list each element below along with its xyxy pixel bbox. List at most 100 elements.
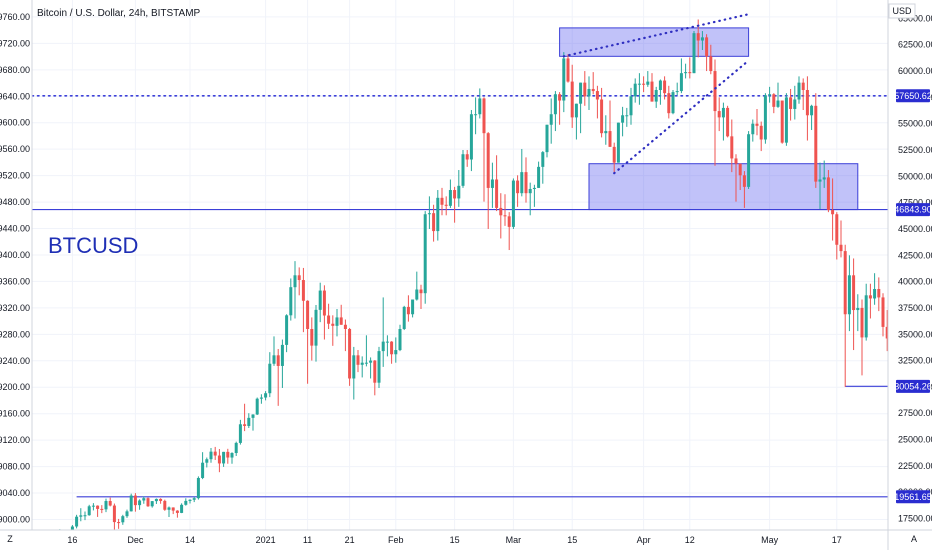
candle (112, 503, 116, 530)
candle (238, 419, 242, 445)
candle-body (364, 362, 368, 364)
candle (385, 335, 389, 357)
candle-body (847, 275, 851, 315)
candle-body (545, 124, 549, 153)
dotted-trendline[interactable] (613, 59, 750, 175)
candle (747, 131, 751, 189)
candle-body (297, 275, 301, 281)
candle (528, 182, 532, 216)
candle-body (734, 158, 738, 164)
right-axis-tick-label: 27500.00 (898, 408, 932, 418)
candle (843, 244, 847, 387)
candle-body (398, 328, 402, 351)
candle (705, 34, 709, 72)
candle-body (835, 214, 839, 245)
candle (650, 73, 654, 102)
candle (759, 121, 763, 152)
candle-body (789, 97, 793, 109)
candle (209, 447, 213, 463)
candle (797, 76, 801, 104)
candle (83, 511, 87, 521)
candle (293, 261, 297, 319)
candle-body (713, 71, 717, 112)
right-axis-tick-label: 62500.00 (898, 40, 932, 50)
candle-body (574, 103, 578, 118)
right-axis-tick-label: 50000.00 (898, 171, 932, 181)
candle (852, 258, 856, 351)
candle-body (348, 328, 352, 379)
candle (75, 514, 79, 529)
left-price-axis[interactable]: 9000.00 9040.00 9080.00 9120.00 9160.00 9200.… (0, 12, 30, 525)
candle (150, 501, 154, 508)
candle (856, 294, 860, 332)
candle-body (138, 500, 142, 506)
candle (700, 31, 704, 51)
left-axis-tick-label: 9080.00 (0, 462, 30, 472)
candle (377, 346, 381, 388)
candle (600, 87, 604, 138)
left-axis-tick-label: 9560.00 (0, 144, 30, 154)
candle (243, 403, 247, 432)
plot-area[interactable] (32, 13, 932, 546)
candle-body (616, 122, 620, 163)
candle (642, 76, 646, 93)
candle-body (146, 498, 150, 507)
dotted-trendline[interactable] (562, 13, 750, 58)
candle-body (763, 95, 767, 140)
left-axis-tick-label: 9680.00 (0, 65, 30, 75)
candle-body (406, 306, 410, 315)
candle-body (322, 290, 326, 316)
candle (259, 394, 263, 404)
candle (138, 499, 142, 510)
candle (205, 457, 209, 468)
candle (776, 82, 780, 108)
currency-box[interactable] (888, 3, 916, 19)
candle-body (301, 280, 305, 301)
candle (213, 446, 217, 460)
candle-body (192, 498, 196, 500)
candle (524, 157, 528, 203)
candle-body (642, 83, 646, 85)
candle-body (478, 98, 482, 115)
candle-body (121, 516, 125, 523)
support-resistance-zone[interactable] (559, 27, 750, 57)
candle-body (633, 83, 637, 97)
corner-left-label[interactable]: Z (7, 534, 13, 544)
support-resistance-zone[interactable] (588, 163, 859, 211)
candle (566, 54, 570, 83)
candle (793, 85, 797, 120)
price-badge: 46843.90 (894, 203, 932, 217)
candle-body (243, 424, 247, 426)
corner-right-label[interactable]: A (911, 534, 917, 544)
time-axis[interactable]: 16 Dec 14 2021 11 21 Feb 15 Mar 15 Apr 12 May 17 (67, 535, 841, 545)
candle (709, 44, 713, 75)
candle-body (343, 324, 347, 329)
candle-body (83, 515, 87, 517)
candle-body (490, 179, 494, 188)
left-axis-tick-label: 9480.00 (0, 197, 30, 207)
candle (318, 282, 322, 323)
candle (574, 103, 578, 140)
candle (335, 308, 339, 337)
candle (621, 106, 625, 137)
candle (553, 91, 557, 132)
candle (579, 82, 583, 134)
candle-body (810, 105, 814, 116)
candle-body (154, 498, 158, 502)
candle-body (104, 501, 108, 510)
candle-body (721, 107, 725, 118)
candle (398, 324, 402, 352)
candle (625, 107, 629, 127)
candle (406, 295, 410, 322)
left-axis-tick-label: 9120.00 (0, 435, 30, 445)
candle (222, 451, 226, 467)
trendlines-layer (562, 13, 750, 175)
right-axis-tick-label: 40000.00 (898, 277, 932, 287)
candle-body (679, 73, 683, 92)
candle-body (96, 505, 100, 509)
candle-body (751, 123, 755, 135)
candle-body (873, 288, 877, 299)
candle (637, 73, 641, 105)
candle (826, 170, 830, 213)
